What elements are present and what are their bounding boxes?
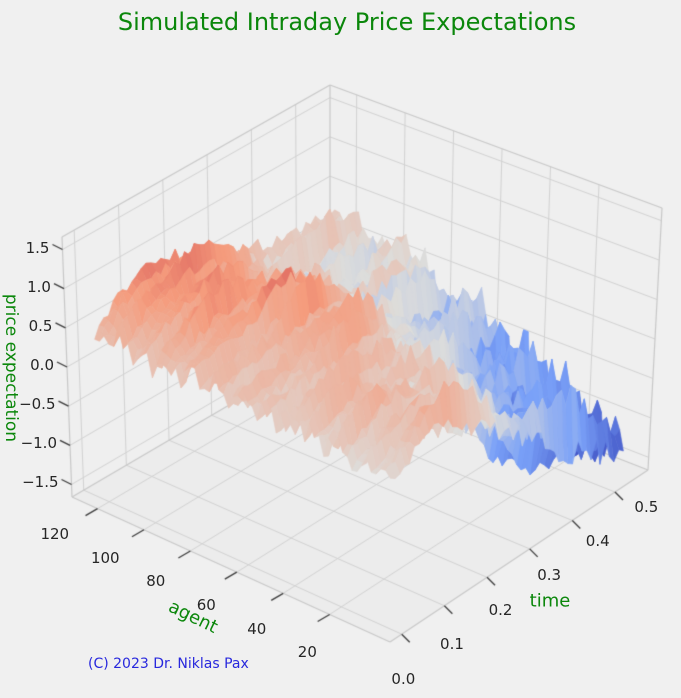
page-title: Simulated Intraday Price Expectations bbox=[117, 8, 577, 36]
copyright-watermark: (C) 2023 Dr. Niklas Pax bbox=[88, 656, 249, 672]
z-axis-label: price expectation bbox=[1, 293, 21, 443]
y-axis-label: time bbox=[529, 590, 571, 612]
